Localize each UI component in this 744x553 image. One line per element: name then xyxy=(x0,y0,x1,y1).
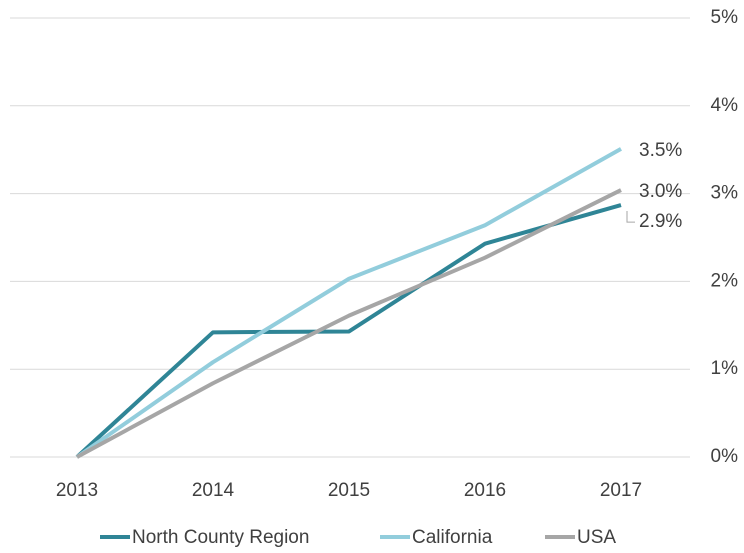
data-label: 3.0% xyxy=(639,181,682,202)
y-tick-label: 3% xyxy=(711,183,739,204)
legend-label: North County Region xyxy=(132,527,309,548)
y-tick-label: 1% xyxy=(711,358,739,379)
series-line xyxy=(76,188,622,459)
x-tick-label: 2015 xyxy=(328,480,370,501)
legend-label: USA xyxy=(577,527,616,548)
x-tick-label: 2013 xyxy=(56,480,98,501)
series-line xyxy=(75,147,622,459)
y-tick-label: 2% xyxy=(711,270,739,291)
y-tick-label: 0% xyxy=(711,446,739,467)
data-label: 3.5% xyxy=(639,140,682,161)
y-tick-label: 4% xyxy=(711,95,739,116)
series-line xyxy=(75,203,622,459)
y-tick-label: 5% xyxy=(711,7,739,28)
data-label: 2.9% xyxy=(639,211,682,232)
x-tick-label: 2014 xyxy=(192,480,235,501)
legend-label: California xyxy=(412,527,493,548)
leader-line xyxy=(626,211,635,223)
x-tick-label: 2017 xyxy=(600,480,642,501)
x-tick-label: 2016 xyxy=(464,480,506,501)
